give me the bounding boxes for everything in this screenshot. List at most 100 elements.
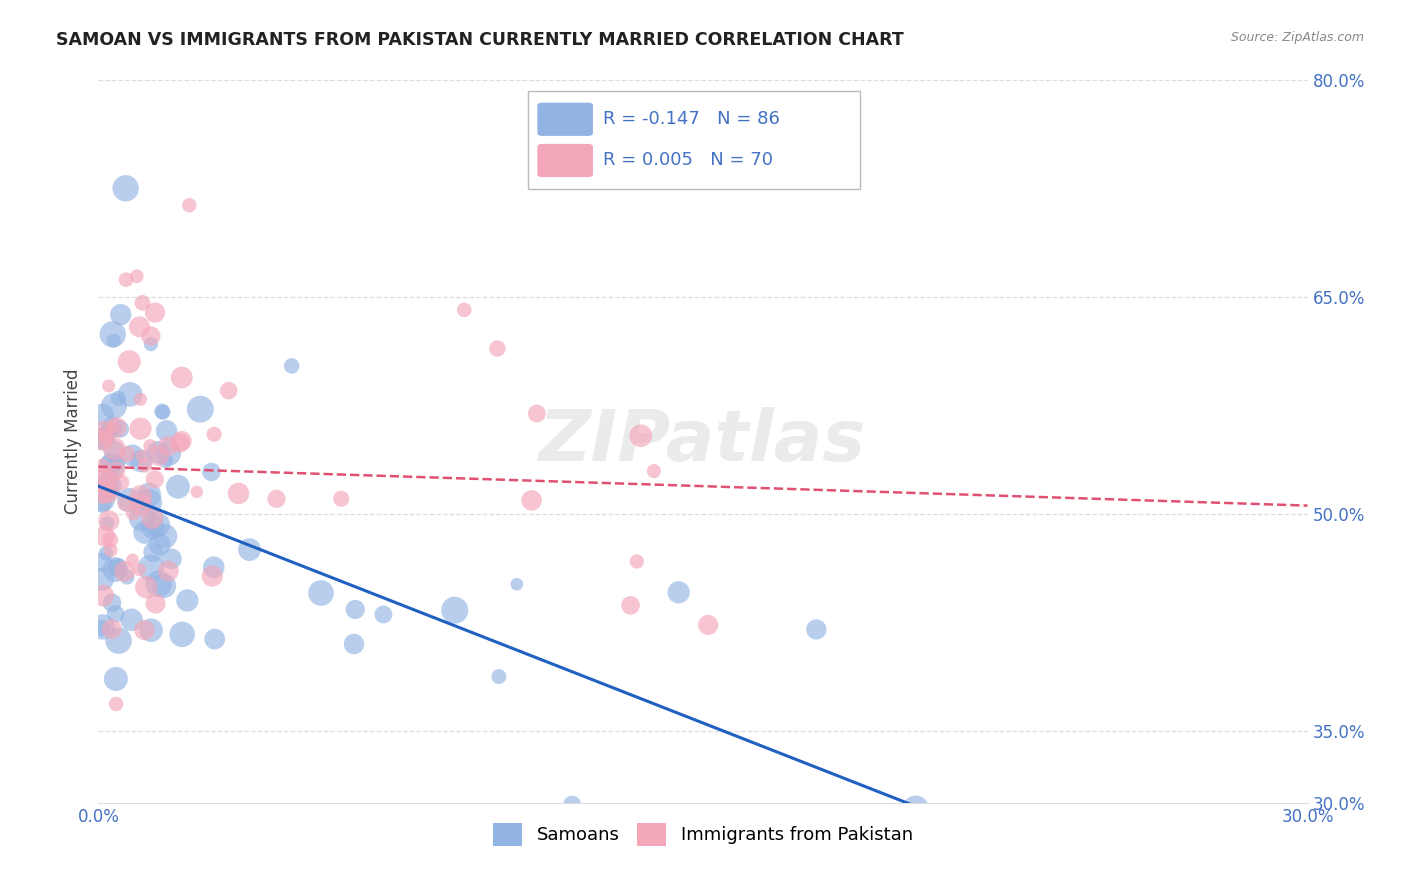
Text: Source: ZipAtlas.com: Source: ZipAtlas.com [1230,31,1364,45]
Point [134,623,156,637]
Point [114,181,136,195]
Point [138,495,160,509]
Point [107,633,129,648]
Point [121,449,143,463]
Point [129,490,152,504]
Point [188,402,211,417]
Point [96,426,118,441]
Point [100,543,122,558]
Point [146,517,169,532]
Point [115,447,138,461]
Point [202,560,225,574]
Point [105,456,128,470]
Point [148,537,170,551]
Point [453,302,475,317]
Point [129,454,152,468]
Point [103,399,125,413]
Point [344,602,367,616]
Point [104,672,127,686]
Point [96,516,118,531]
Point [131,295,153,310]
Point [201,569,224,583]
Point [114,497,136,511]
Point [91,432,114,446]
Point [105,697,128,711]
Point [202,427,225,442]
Point [169,435,191,450]
Point [179,198,201,212]
Point [91,589,114,603]
Point [101,327,124,342]
Point [145,597,167,611]
Point [103,334,125,348]
Point [93,529,115,543]
Point [118,355,141,369]
Point [142,520,165,534]
Point [129,497,152,511]
Point [148,449,170,463]
Point [105,420,128,434]
Point [186,484,208,499]
Point [309,586,332,600]
FancyBboxPatch shape [537,144,593,178]
Point [153,529,176,543]
FancyBboxPatch shape [537,103,593,136]
Point [172,627,194,641]
Point [218,384,240,398]
Point [157,439,180,453]
Point [139,329,162,343]
Point [330,491,353,506]
Point [91,433,114,447]
Point [143,305,166,319]
Point [105,561,128,575]
Text: SAMOAN VS IMMIGRANTS FROM PAKISTAN CURRENTLY MARRIED CORRELATION CHART: SAMOAN VS IMMIGRANTS FROM PAKISTAN CURRE… [56,31,904,49]
Point [668,585,690,599]
Point [204,632,226,646]
Point [139,560,162,574]
Point [134,525,156,540]
Point [152,405,174,419]
Point [94,472,117,486]
Point [98,485,121,500]
Point [91,486,114,500]
Point [98,533,121,547]
Point [121,553,143,567]
Point [157,446,180,460]
Point [153,579,176,593]
Point [643,464,665,478]
Point [150,404,173,418]
Point [170,370,193,384]
Point [110,308,132,322]
Point [94,546,117,560]
Point [626,554,648,568]
Point [101,622,124,636]
Point [488,670,510,684]
Text: ZIPatlas: ZIPatlas [540,407,866,476]
Point [157,564,180,578]
Point [120,387,142,401]
Point [93,430,115,444]
Point [228,486,250,500]
Point [280,359,302,373]
Point [91,621,114,635]
Point [128,563,150,577]
Point [98,479,121,493]
Point [146,445,169,459]
Point [561,797,583,812]
Point [104,563,127,577]
Point [91,408,114,422]
Point [93,424,115,438]
Point [170,434,193,448]
Point [101,419,124,434]
Point [520,493,543,508]
Point [238,542,260,557]
Point [665,839,688,854]
Point [904,802,927,816]
Point [103,443,125,458]
Point [107,392,129,406]
Point [122,506,145,520]
Point [129,392,152,407]
Text: R = -0.147   N = 86: R = -0.147 N = 86 [603,110,779,128]
Point [266,491,288,506]
Point [156,424,179,438]
